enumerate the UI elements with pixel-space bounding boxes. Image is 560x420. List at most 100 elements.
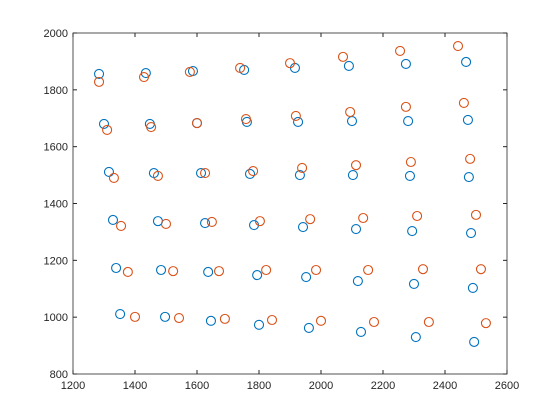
point — [213, 266, 225, 277]
point — [412, 210, 423, 222]
point — [410, 332, 421, 343]
x-tick-label: 2200 — [371, 380, 395, 392]
point — [480, 318, 491, 329]
point — [93, 68, 105, 79]
y-tick-label: 1600 — [44, 142, 68, 154]
x-tick-label: 2600 — [495, 380, 519, 392]
point — [235, 62, 246, 74]
point — [191, 118, 203, 129]
point — [400, 101, 411, 112]
plot-area — [73, 33, 507, 374]
point — [98, 118, 110, 129]
point — [108, 172, 119, 183]
x-tick-label: 1200 — [61, 380, 85, 392]
point — [465, 153, 476, 164]
point — [102, 124, 113, 135]
y-tick-label: 1800 — [44, 85, 68, 97]
point — [195, 168, 207, 179]
point — [350, 224, 362, 235]
point — [310, 264, 322, 276]
axes-box — [72, 32, 508, 375]
point — [394, 45, 406, 56]
point — [206, 216, 217, 228]
point — [129, 311, 141, 322]
point — [469, 336, 480, 347]
point — [347, 170, 358, 181]
point — [350, 160, 362, 171]
point — [184, 66, 195, 77]
point — [168, 266, 179, 277]
x-tick-label: 2000 — [309, 380, 333, 392]
point — [219, 313, 230, 324]
point — [467, 282, 478, 293]
point — [297, 162, 308, 174]
point — [146, 122, 157, 133]
x-tick-label: 1800 — [247, 380, 271, 392]
point — [458, 97, 469, 108]
y-tick-label: 2000 — [44, 28, 68, 40]
x-tick-label: 2400 — [433, 380, 457, 392]
point — [205, 315, 216, 326]
point — [408, 278, 420, 289]
point — [266, 314, 278, 326]
point — [475, 264, 487, 275]
point — [337, 51, 349, 62]
x-tick-label: 1400 — [123, 380, 147, 392]
point — [152, 170, 163, 181]
point — [252, 270, 263, 281]
point — [294, 170, 305, 181]
point — [155, 264, 167, 276]
point — [293, 116, 304, 127]
point — [400, 58, 411, 70]
point — [403, 116, 414, 127]
point — [111, 262, 122, 274]
point — [461, 56, 472, 68]
point — [200, 218, 211, 229]
point — [261, 264, 272, 276]
point — [303, 322, 314, 334]
point — [417, 264, 429, 275]
point — [465, 228, 477, 239]
point — [244, 168, 256, 179]
point — [358, 212, 369, 224]
point — [248, 166, 259, 177]
point — [463, 172, 474, 183]
point — [103, 166, 115, 178]
point — [284, 58, 296, 69]
x-tick-label: 1600 — [185, 380, 209, 392]
point — [452, 41, 464, 52]
point — [368, 316, 380, 328]
point — [355, 326, 367, 337]
point — [470, 209, 482, 220]
point — [116, 220, 127, 231]
point — [173, 312, 185, 324]
y-tick-label: 1200 — [44, 255, 68, 267]
y-tick-label: 800 — [50, 369, 68, 381]
point — [115, 308, 126, 320]
point — [407, 226, 418, 237]
point — [93, 76, 105, 87]
point — [253, 319, 265, 330]
point — [345, 106, 356, 118]
point — [290, 110, 301, 122]
point — [160, 311, 171, 322]
y-tick-label: 1000 — [44, 312, 68, 324]
point — [200, 168, 211, 179]
point — [423, 316, 434, 328]
point — [203, 266, 214, 278]
point — [305, 214, 316, 225]
point — [301, 272, 312, 283]
point — [138, 71, 150, 83]
point — [405, 156, 416, 168]
point — [462, 114, 473, 126]
point — [254, 216, 265, 227]
point — [343, 60, 354, 72]
point — [404, 170, 416, 181]
point — [122, 266, 133, 278]
point — [315, 315, 327, 326]
point — [107, 214, 119, 226]
y-tick-label: 1400 — [44, 199, 68, 211]
point — [160, 218, 172, 230]
